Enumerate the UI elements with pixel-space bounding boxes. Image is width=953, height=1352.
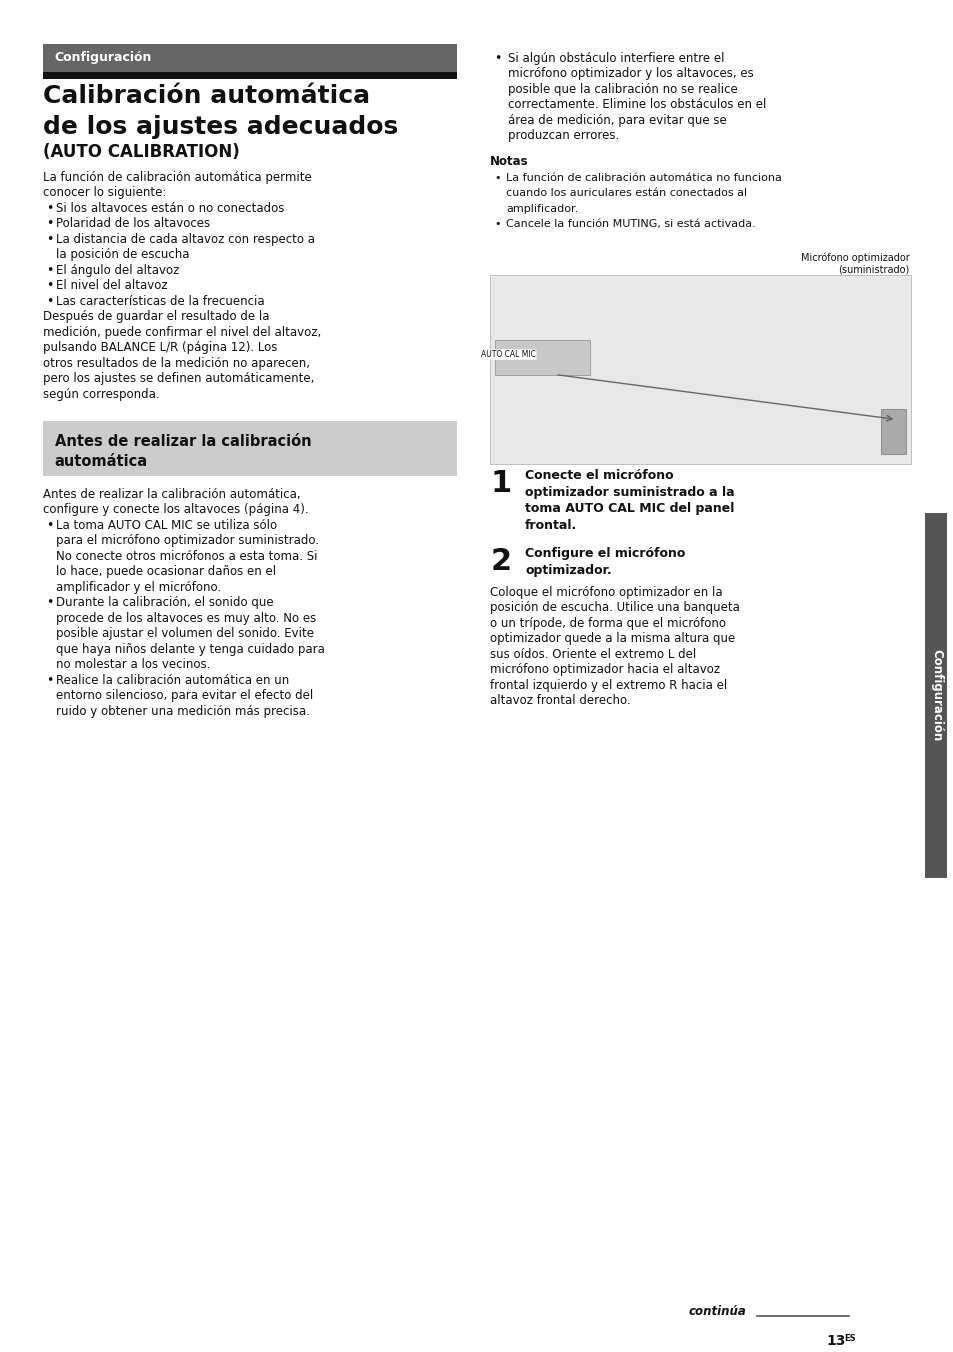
Text: pero los ajustes se definen automáticamente,: pero los ajustes se definen automáticame… xyxy=(43,372,314,385)
Text: •: • xyxy=(494,173,500,183)
Text: La toma AUTO CAL MIC se utiliza sólo: La toma AUTO CAL MIC se utiliza sólo xyxy=(55,519,276,531)
Text: La función de calibración automática permite: La función de calibración automática per… xyxy=(43,170,311,184)
Text: configure y conecte los altavoces (página 4).: configure y conecte los altavoces (págin… xyxy=(43,503,308,516)
Text: El ángulo del altavoz: El ángulo del altavoz xyxy=(55,264,179,277)
Text: Durante la calibración, el sonido que: Durante la calibración, el sonido que xyxy=(55,596,273,610)
Text: Realice la calibración automática en un: Realice la calibración automática en un xyxy=(55,673,289,687)
Text: procede de los altavoces es muy alto. No es: procede de los altavoces es muy alto. No… xyxy=(55,611,315,625)
Text: amplificador.: amplificador. xyxy=(506,204,578,214)
Bar xyxy=(43,45,456,72)
Text: automática: automática xyxy=(54,454,148,469)
Text: lo hace, puede ocasionar daños en el: lo hace, puede ocasionar daños en el xyxy=(55,565,275,579)
Text: ruido y obtener una medición más precisa.: ruido y obtener una medición más precisa… xyxy=(55,704,309,718)
Bar xyxy=(43,420,456,476)
Text: o un trípode, de forma que el micrófono: o un trípode, de forma que el micrófono xyxy=(490,617,725,630)
Text: sus oídos. Oriente el extremo L del: sus oídos. Oriente el extremo L del xyxy=(490,648,696,661)
Text: •: • xyxy=(494,219,500,230)
Text: optimizador quede a la misma altura que: optimizador quede a la misma altura que xyxy=(490,633,735,645)
Text: posible que la calibración no se realice: posible que la calibración no se realice xyxy=(508,82,738,96)
Text: que haya niños delante y tenga cuidado para: que haya niños delante y tenga cuidado p… xyxy=(55,642,324,656)
Text: según corresponda.: según corresponda. xyxy=(43,388,159,400)
Text: Configuración: Configuración xyxy=(929,649,942,741)
Text: 13: 13 xyxy=(825,1334,845,1348)
Text: Después de guardar el resultado de la: Después de guardar el resultado de la xyxy=(43,310,269,323)
Text: entorno silencioso, para evitar el efecto del: entorno silencioso, para evitar el efect… xyxy=(55,690,313,702)
Text: Cancele la función MUTING, si está activada.: Cancele la función MUTING, si está activ… xyxy=(506,219,755,230)
Text: •: • xyxy=(47,218,54,230)
Text: área de medición, para evitar que se: área de medición, para evitar que se xyxy=(508,114,726,127)
Text: posible ajustar el volumen del sonido. Evite: posible ajustar el volumen del sonido. E… xyxy=(55,627,314,641)
Text: •: • xyxy=(47,596,54,610)
Text: •: • xyxy=(47,295,54,308)
Text: Polaridad de los altavoces: Polaridad de los altavoces xyxy=(55,218,210,230)
Text: medición, puede confirmar el nivel del altavoz,: medición, puede confirmar el nivel del a… xyxy=(43,326,320,338)
Text: amplificador y el micrófono.: amplificador y el micrófono. xyxy=(55,581,220,594)
Text: Si los altavoces están o no conectados: Si los altavoces están o no conectados xyxy=(55,201,284,215)
Text: 1: 1 xyxy=(490,469,511,499)
Bar xyxy=(43,72,456,78)
Text: Configuración: Configuración xyxy=(54,51,152,65)
Bar xyxy=(924,514,946,877)
Text: toma AUTO CAL MIC del panel: toma AUTO CAL MIC del panel xyxy=(524,503,734,515)
Text: AUTO CAL MIC: AUTO CAL MIC xyxy=(480,350,535,360)
Text: continúa: continúa xyxy=(688,1306,746,1318)
Text: No conecte otros micrófonos a esta toma. Si: No conecte otros micrófonos a esta toma.… xyxy=(55,550,316,562)
Text: optimizador suministrado a la: optimizador suministrado a la xyxy=(524,485,734,499)
Text: 2: 2 xyxy=(490,548,511,576)
Text: Calibración automática: Calibración automática xyxy=(43,84,369,108)
Text: optimizador.: optimizador. xyxy=(524,564,611,577)
Text: Las características de la frecuencia: Las características de la frecuencia xyxy=(55,295,264,308)
Text: ES: ES xyxy=(843,1334,855,1344)
Text: produzcan errores.: produzcan errores. xyxy=(508,130,618,142)
Bar xyxy=(490,274,910,465)
Text: •: • xyxy=(47,673,54,687)
Text: correctamente. Elimine los obstáculos en el: correctamente. Elimine los obstáculos en… xyxy=(508,99,766,111)
Text: •: • xyxy=(47,264,54,277)
Text: otros resultados de la medición no aparecen,: otros resultados de la medición no apare… xyxy=(43,357,309,369)
Text: •: • xyxy=(494,51,501,65)
Bar xyxy=(495,339,590,375)
Text: la posición de escucha: la posición de escucha xyxy=(55,249,189,261)
Text: La función de calibración automática no funciona: La función de calibración automática no … xyxy=(506,173,781,183)
Text: para el micrófono optimizador suministrado.: para el micrófono optimizador suministra… xyxy=(55,534,318,548)
Text: •: • xyxy=(47,233,54,246)
Text: Antes de realizar la calibración automática,: Antes de realizar la calibración automát… xyxy=(43,488,300,500)
Text: conocer lo siguiente:: conocer lo siguiente: xyxy=(43,187,166,199)
Text: El nivel del altavoz: El nivel del altavoz xyxy=(55,279,167,292)
Text: •: • xyxy=(47,519,54,531)
Text: Micrófono optimizador
(suministrado): Micrófono optimizador (suministrado) xyxy=(800,253,908,274)
Text: pulsando BALANCE L/R (página 12). Los: pulsando BALANCE L/R (página 12). Los xyxy=(43,341,276,354)
Text: Si algún obstáculo interfiere entre el: Si algún obstáculo interfiere entre el xyxy=(508,51,724,65)
Text: Configure el micrófono: Configure el micrófono xyxy=(524,548,685,560)
Text: Notas: Notas xyxy=(490,155,528,168)
Text: Coloque el micrófono optimizador en la: Coloque el micrófono optimizador en la xyxy=(490,585,722,599)
Text: Conecte el micrófono: Conecte el micrófono xyxy=(524,469,673,483)
Text: •: • xyxy=(47,201,54,215)
Text: de los ajustes adecuados: de los ajustes adecuados xyxy=(43,115,397,139)
Text: Antes de realizar la calibración: Antes de realizar la calibración xyxy=(54,434,311,449)
Text: frontal izquierdo y el extremo R hacia el: frontal izquierdo y el extremo R hacia e… xyxy=(490,679,727,692)
Text: La distancia de cada altavoz con respecto a: La distancia de cada altavoz con respect… xyxy=(55,233,314,246)
Text: •: • xyxy=(47,279,54,292)
Text: (AUTO CALIBRATION): (AUTO CALIBRATION) xyxy=(43,143,239,161)
Text: no molestar a los vecinos.: no molestar a los vecinos. xyxy=(55,658,210,671)
Text: micrófono optimizador y los altavoces, es: micrófono optimizador y los altavoces, e… xyxy=(508,68,753,80)
Bar xyxy=(881,410,905,454)
Text: altavoz frontal derecho.: altavoz frontal derecho. xyxy=(490,694,630,707)
Text: micrófono optimizador hacia el altavoz: micrófono optimizador hacia el altavoz xyxy=(490,664,720,676)
Text: posición de escucha. Utilice una banqueta: posición de escucha. Utilice una banquet… xyxy=(490,602,740,614)
Text: frontal.: frontal. xyxy=(524,519,577,531)
Text: cuando los auriculares están conectados al: cuando los auriculares están conectados … xyxy=(506,188,746,199)
